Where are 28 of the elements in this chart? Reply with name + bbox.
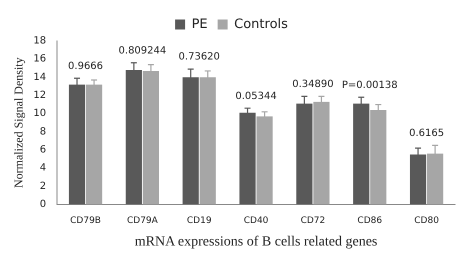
y-tick-label: 10 (33, 108, 46, 120)
annotation: 0.34890 (292, 78, 334, 90)
annotation: 0.9666 (68, 60, 104, 72)
y-tick-label: 14 (33, 72, 46, 83)
x-tick-label: CD79B (70, 216, 101, 226)
x-tick-label: CD19 (186, 216, 212, 226)
y-tick-label: 16 (33, 54, 46, 65)
y-tick-label: 18 (33, 36, 46, 47)
x-tick-label: CD72 (300, 216, 326, 226)
x-tick-label: CD80 (414, 216, 440, 226)
annotation: 0.6165 (409, 128, 444, 139)
y-axis-title: Normalized Signal Density (11, 57, 26, 188)
x-tick-label: CD79A (126, 216, 159, 226)
y-tick-label: 6 (40, 144, 46, 156)
legend-label: PE (192, 16, 208, 32)
y-tick-label: 2 (40, 180, 46, 192)
annotation: 0.809244 (118, 45, 166, 56)
legend-label: Controls (234, 16, 288, 32)
x-tick-label: CD86 (357, 216, 382, 226)
y-tick-label: 8 (40, 126, 46, 138)
annotation: P=0.00138 (342, 80, 398, 91)
annotation: 0.73620 (178, 52, 220, 63)
y-tick-label: 4 (40, 162, 46, 174)
y-tick-label: 0 (40, 198, 46, 210)
y-tick-label: 12 (33, 90, 46, 102)
x-axis-title: mRNA expressions of B cells related genes (134, 234, 378, 250)
annotation: 0.05344 (235, 90, 277, 102)
x-tick-label: CD40 (244, 216, 269, 226)
